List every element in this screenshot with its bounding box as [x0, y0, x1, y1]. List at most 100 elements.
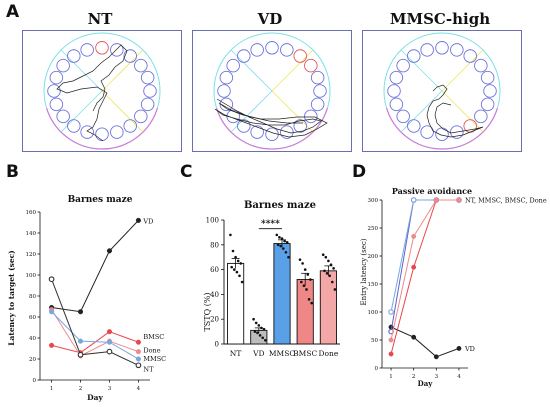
series-line-bmsc	[390, 199, 459, 355]
maze-hole	[226, 58, 240, 73]
data-point-bmsc	[106, 329, 113, 335]
data-point-mmsc	[284, 250, 288, 254]
x-tick-label: BMSC	[293, 349, 317, 358]
maze-hole	[389, 97, 404, 112]
data-point-nt	[230, 265, 233, 269]
maze-hole	[67, 119, 81, 133]
maze-path-trace	[56, 44, 128, 142]
y-tick-label: 40	[29, 336, 36, 342]
bar-mmsc	[273, 243, 291, 345]
maze-hole	[407, 49, 421, 63]
series-label-group: NT, MMSC, BMSC, Done	[465, 197, 547, 205]
data-point-done	[333, 288, 337, 291]
maze-hole	[219, 70, 234, 85]
data-point-bmsc	[306, 273, 310, 276]
data-point-done	[331, 280, 334, 284]
data-point-done	[321, 253, 325, 257]
maze-hole	[396, 58, 410, 73]
x-tick-label: 4	[457, 374, 461, 380]
bar-nt	[227, 262, 245, 345]
maze-hole	[123, 49, 137, 63]
maze-hole	[304, 109, 318, 124]
y-tick-label: 0	[215, 341, 219, 349]
maze-hole	[420, 125, 434, 139]
x-tick-label: VD	[252, 349, 264, 358]
chart-b-ylabel: Latency to target (sec)	[7, 250, 16, 345]
data-point-vd	[254, 321, 258, 325]
data-point-mmsc	[388, 309, 394, 315]
end-label-bmsc: BMSC	[143, 333, 164, 341]
maze-hole	[56, 58, 70, 73]
data-point-done	[135, 349, 141, 355]
data-point-bmsc	[135, 339, 141, 345]
maze-hole	[304, 58, 318, 73]
y-tick-label: 100	[368, 310, 379, 316]
maze-hole	[219, 97, 234, 112]
maze-track-mmsc-high-drawing	[383, 32, 501, 150]
maze-hole	[387, 84, 401, 98]
end-label-nt: NT	[143, 365, 154, 373]
data-point-mmsc	[283, 239, 286, 243]
chart-barnes-tstq: Barnes maze TSTQ (%) 0 20 40 60 80 100 NT VD MMS…	[203, 200, 340, 358]
maze-hole	[123, 119, 137, 133]
data-point-mmsc	[106, 339, 113, 345]
maze-hole	[110, 125, 124, 139]
y-tick-label: 140	[26, 231, 37, 237]
maze-hole	[110, 43, 124, 57]
series-line-bmsc	[51, 331, 139, 354]
chart-passive-avoidance: Passive avoidance Entry latency (sec) Da…	[360, 186, 547, 388]
maze-hole	[237, 119, 251, 133]
maze-hole	[265, 41, 279, 55]
y-tick-label: 120	[26, 252, 37, 258]
y-tick-label: 80	[210, 241, 219, 249]
maze-hole	[237, 49, 251, 63]
data-point-vd	[256, 331, 259, 335]
x-tick-label: Done	[318, 349, 338, 358]
data-point-nt	[48, 276, 55, 283]
data-point-bmsc	[49, 342, 55, 348]
data-point-vd	[456, 345, 462, 351]
maze-hole	[95, 127, 109, 141]
maze-hole	[250, 125, 264, 139]
maze-rim-segment	[46, 107, 158, 150]
data-point-mmsc	[135, 356, 141, 362]
y-tick-label: 60	[210, 266, 219, 274]
end-label-done: Done	[143, 347, 160, 355]
y-tick-label: 20	[29, 357, 36, 363]
chart-d-xlabel: Day	[418, 379, 434, 388]
chart-c-title: Barnes maze	[244, 200, 316, 211]
data-point-bmsc	[302, 284, 306, 288]
series-line-vd	[390, 326, 460, 358]
data-point-nt	[239, 262, 243, 265]
data-point-vd	[264, 338, 267, 342]
maze-hole	[80, 125, 94, 139]
data-point-bmsc	[411, 264, 417, 270]
maze-hole	[47, 84, 61, 98]
series-line-done	[390, 199, 459, 341]
maze-hole	[396, 109, 410, 124]
maze-hole	[310, 97, 325, 112]
data-point-vd	[258, 334, 262, 337]
maze-title-mmsc-high: MMSC-high	[389, 10, 491, 28]
y-tick-label: 40	[210, 291, 219, 299]
maze-track-vd-drawing	[213, 32, 331, 150]
maze-hole	[407, 119, 421, 133]
data-point-nt	[231, 249, 235, 253]
maze-hole	[140, 97, 155, 112]
data-point-mmsc	[77, 338, 84, 344]
data-point-bmsc	[303, 268, 307, 271]
x-tick-label: 4	[137, 386, 141, 392]
y-tick-label: 200	[368, 254, 379, 260]
maze-rim-segment	[216, 107, 328, 150]
data-point-mmsc	[49, 309, 55, 315]
maze-hole	[474, 109, 488, 124]
data-point-bmsc	[309, 278, 312, 281]
data-point-mmsc	[278, 236, 281, 239]
y-tick-label: 250	[368, 226, 379, 232]
y-tick-label: 100	[26, 273, 37, 279]
data-point-vd	[260, 326, 263, 330]
maze-hole	[313, 84, 327, 98]
data-point-nt	[240, 280, 244, 284]
data-point-vd	[261, 336, 264, 340]
y-tick-label: 50	[371, 338, 378, 344]
